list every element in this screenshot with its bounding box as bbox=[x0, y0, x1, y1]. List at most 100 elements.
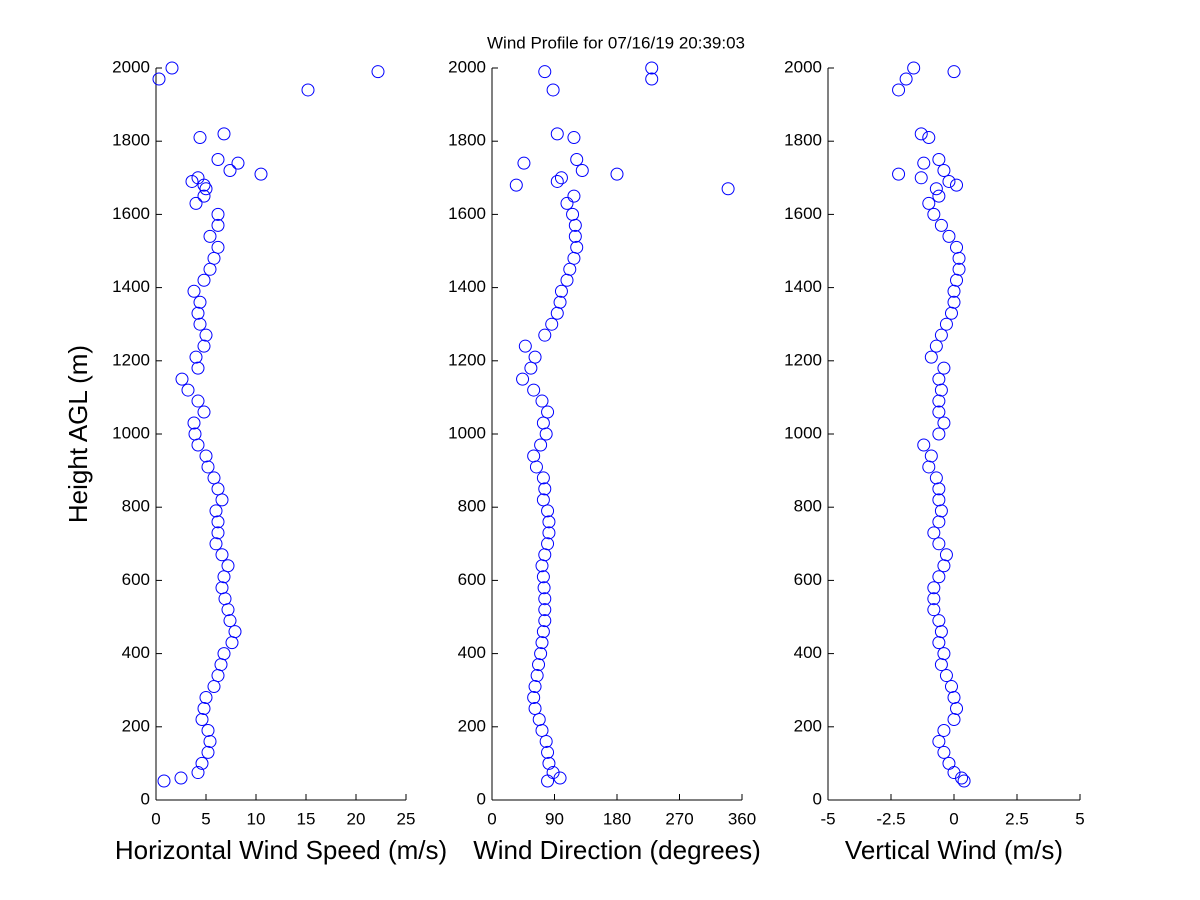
data-point bbox=[942, 174, 956, 188]
data-point bbox=[209, 537, 223, 551]
data-point bbox=[554, 171, 568, 185]
data-point bbox=[932, 537, 946, 551]
data-point bbox=[197, 702, 211, 715]
y-tick-label: 1200 bbox=[784, 350, 822, 369]
data-point bbox=[952, 251, 966, 265]
data-point bbox=[211, 482, 225, 496]
data-point bbox=[518, 339, 532, 353]
y-tick-label: 600 bbox=[458, 570, 486, 589]
data-point bbox=[545, 317, 559, 331]
x-tick-label: 5 bbox=[201, 809, 210, 828]
data-point bbox=[927, 526, 941, 540]
data-point bbox=[934, 328, 948, 342]
data-point bbox=[932, 427, 946, 441]
data-point bbox=[570, 153, 584, 166]
data-point bbox=[560, 273, 574, 287]
data-point bbox=[944, 306, 958, 320]
data-point bbox=[517, 156, 531, 170]
data-point bbox=[929, 339, 943, 353]
y-tick-label: 2000 bbox=[448, 57, 486, 76]
data-point bbox=[914, 127, 928, 141]
data-point bbox=[199, 182, 213, 196]
data-point bbox=[932, 570, 946, 584]
data-point bbox=[228, 625, 242, 639]
data-point bbox=[567, 189, 581, 203]
data-point bbox=[568, 229, 582, 243]
data-point bbox=[934, 383, 948, 397]
data-point bbox=[187, 416, 201, 430]
data-point bbox=[550, 174, 564, 188]
data-point bbox=[924, 449, 938, 463]
data-point bbox=[947, 712, 961, 726]
y-tick-label: 0 bbox=[813, 789, 822, 808]
data-point bbox=[538, 614, 552, 628]
data-point bbox=[191, 306, 205, 320]
data-point bbox=[937, 723, 951, 737]
data-point bbox=[537, 581, 551, 595]
data-point bbox=[191, 438, 205, 452]
x-tick-label: 90 bbox=[545, 809, 564, 828]
x-axis-label: Vertical Wind (m/s) bbox=[845, 835, 1063, 865]
data-point bbox=[927, 592, 941, 606]
data-point bbox=[197, 339, 211, 353]
y-tick-label: 1800 bbox=[112, 131, 150, 150]
data-point bbox=[218, 592, 232, 606]
y-tick-label: 1200 bbox=[112, 350, 150, 369]
data-point bbox=[937, 163, 951, 177]
data-point bbox=[211, 526, 225, 540]
data-point bbox=[199, 449, 213, 463]
y-tick-label: 1000 bbox=[784, 423, 822, 442]
data-point bbox=[947, 295, 961, 309]
data-point bbox=[541, 745, 555, 759]
data-point bbox=[937, 559, 951, 573]
data-point bbox=[189, 350, 203, 364]
data-point bbox=[509, 178, 523, 192]
data-point bbox=[174, 771, 188, 785]
data-point bbox=[197, 189, 211, 203]
x-tick-label: 0 bbox=[151, 809, 160, 828]
data-point bbox=[211, 207, 225, 221]
data-point bbox=[952, 262, 966, 276]
data-point bbox=[191, 361, 205, 375]
y-tick-label: 1400 bbox=[112, 277, 150, 296]
data-point bbox=[927, 581, 941, 595]
data-point bbox=[934, 218, 948, 232]
data-point bbox=[534, 647, 548, 661]
data-point bbox=[214, 658, 228, 672]
y-tick-label: 1600 bbox=[448, 204, 486, 223]
data-point bbox=[567, 251, 581, 265]
data-point bbox=[530, 669, 544, 683]
data-point bbox=[528, 702, 542, 715]
data-point bbox=[932, 734, 946, 748]
data-point bbox=[217, 127, 231, 141]
data-point bbox=[539, 734, 553, 748]
data-point bbox=[528, 680, 542, 694]
data-point bbox=[932, 493, 946, 507]
data-point bbox=[215, 548, 229, 562]
y-tick-label: 1600 bbox=[784, 204, 822, 223]
data-point bbox=[934, 625, 948, 639]
data-point bbox=[188, 427, 202, 441]
x-tick-label: 180 bbox=[603, 809, 631, 828]
y-tick-label: 1000 bbox=[112, 423, 150, 442]
y-axis-label: Height AGL (m) bbox=[63, 345, 93, 523]
data-point bbox=[217, 570, 231, 584]
data-point bbox=[527, 691, 541, 705]
data-point bbox=[231, 156, 245, 170]
data-point bbox=[541, 537, 555, 551]
data-point bbox=[550, 306, 564, 320]
data-point bbox=[157, 774, 171, 788]
data-point bbox=[929, 182, 943, 196]
data-point bbox=[924, 350, 938, 364]
data-point bbox=[541, 504, 555, 518]
data-point bbox=[536, 416, 550, 430]
y-tick-label: 2000 bbox=[112, 57, 150, 76]
data-point bbox=[570, 240, 584, 254]
data-point bbox=[532, 712, 546, 726]
y-tick-label: 200 bbox=[458, 716, 486, 735]
data-point bbox=[152, 72, 166, 86]
data-point bbox=[546, 83, 560, 97]
x-tick-label: 15 bbox=[297, 809, 316, 828]
data-point bbox=[215, 493, 229, 507]
